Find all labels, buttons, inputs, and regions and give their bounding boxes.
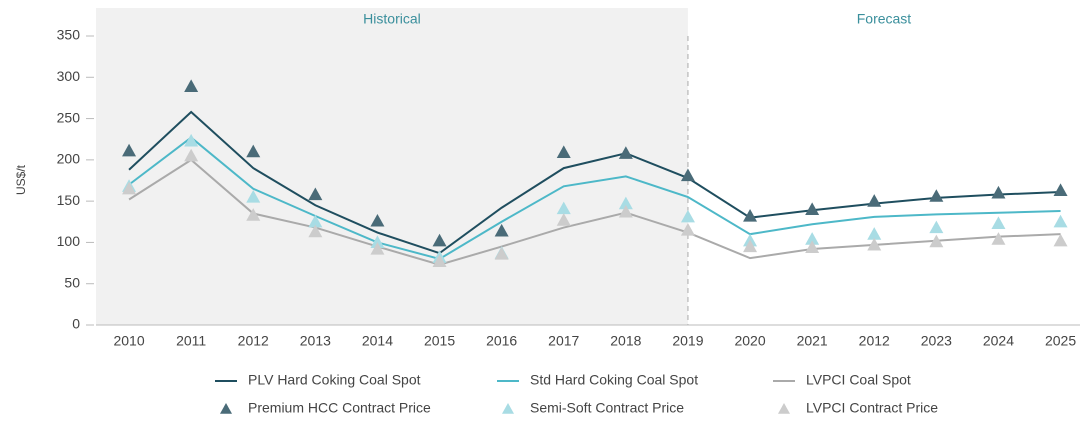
series-line [128,158,1061,266]
series-line [128,136,1061,261]
x-tick-label: 2010 [113,333,144,349]
x-tick-label: 2017 [548,333,579,349]
x-tick-label: 2023 [921,333,952,349]
region-shade [96,8,688,325]
triangle-marker [618,196,633,210]
x-tick-label: 2020 [734,333,765,349]
x-tick-label: 2025 [1045,333,1076,349]
triangle-marker [184,79,199,92]
x-tick-label: 2024 [983,333,1014,349]
triangle-marker [743,209,758,222]
x-tick-label: 2012 [238,333,269,349]
legend-label: Std Hard Coking Coal Spot [530,372,698,388]
triangle-marker [1053,233,1068,247]
triangle-marker [680,209,695,223]
region-label: Historical [363,11,421,27]
y-tick-label: 300 [57,68,81,84]
series-line [128,110,1061,255]
triangle-marker [805,202,820,215]
legend-label: Semi-Soft Contract Price [530,400,684,416]
triangle-marker [184,133,199,147]
legend-swatch [502,403,514,414]
region-label: Forecast [857,11,912,27]
x-tick-label: 2011 [176,333,206,349]
triangle-marker [1053,214,1068,228]
triangle-marker [991,185,1006,199]
x-tick-label: 2018 [610,333,641,349]
legend-swatch [220,403,232,414]
legend-label: PLV Hard Coking Coal Spot [248,372,421,388]
y-tick-label: 250 [57,109,81,125]
triangle-marker [618,204,633,218]
triangle-marker [494,246,509,260]
y-tick-label: 200 [57,151,81,167]
triangle-marker [929,189,944,202]
y-tick-label: 50 [64,274,80,290]
legend-label: LVPCI Contract Price [806,400,938,416]
x-tick-label: 2013 [300,333,331,349]
x-tick-label: 2012 [859,333,890,349]
y-tick-label: 100 [57,233,81,249]
triangle-marker [556,201,571,215]
triangle-marker [867,194,882,207]
triangle-marker [618,146,633,159]
triangle-marker [432,254,447,268]
x-tick-label: 2014 [362,333,393,349]
y-tick-label: 0 [72,316,80,332]
triangle-marker [122,143,137,157]
triangle-marker [929,234,944,248]
triangle-marker [1053,183,1068,197]
triangle-marker [929,220,944,234]
x-tick-label: 2015 [424,333,455,349]
triangle-marker [805,232,820,245]
triangle-marker [805,240,820,253]
x-tick-label: 2016 [486,333,517,349]
triangle-marker [680,223,695,236]
triangle-marker [370,213,385,227]
triangle-marker [308,224,323,238]
triangle-marker [991,216,1006,230]
triangle-marker [246,144,261,158]
x-tick-label: 2021 [797,333,828,349]
x-tick-label: 2019 [672,333,703,349]
triangle-marker [556,213,571,226]
triangle-marker [867,237,882,251]
triangle-marker [122,181,137,195]
triangle-marker [680,168,695,182]
triangle-marker [246,190,261,203]
legend-swatch [778,403,790,414]
legend-label: LVPCI Coal Spot [806,372,911,388]
triangle-marker [494,223,509,237]
triangle-marker [432,233,447,247]
y-tick-label: 150 [57,192,81,208]
y-axis-label: US$/t [14,164,28,195]
triangle-marker [184,148,199,162]
triangle-marker [370,242,385,255]
triangle-marker [370,235,385,249]
triangle-marker [308,214,323,228]
triangle-marker [246,208,261,221]
triangle-marker [308,187,323,201]
triangle-marker [743,239,758,253]
triangle-marker [556,145,571,159]
triangle-marker [867,227,882,240]
y-tick-label: 350 [57,27,81,43]
legend-label: Premium HCC Contract Price [248,400,431,416]
triangle-marker [991,232,1006,245]
